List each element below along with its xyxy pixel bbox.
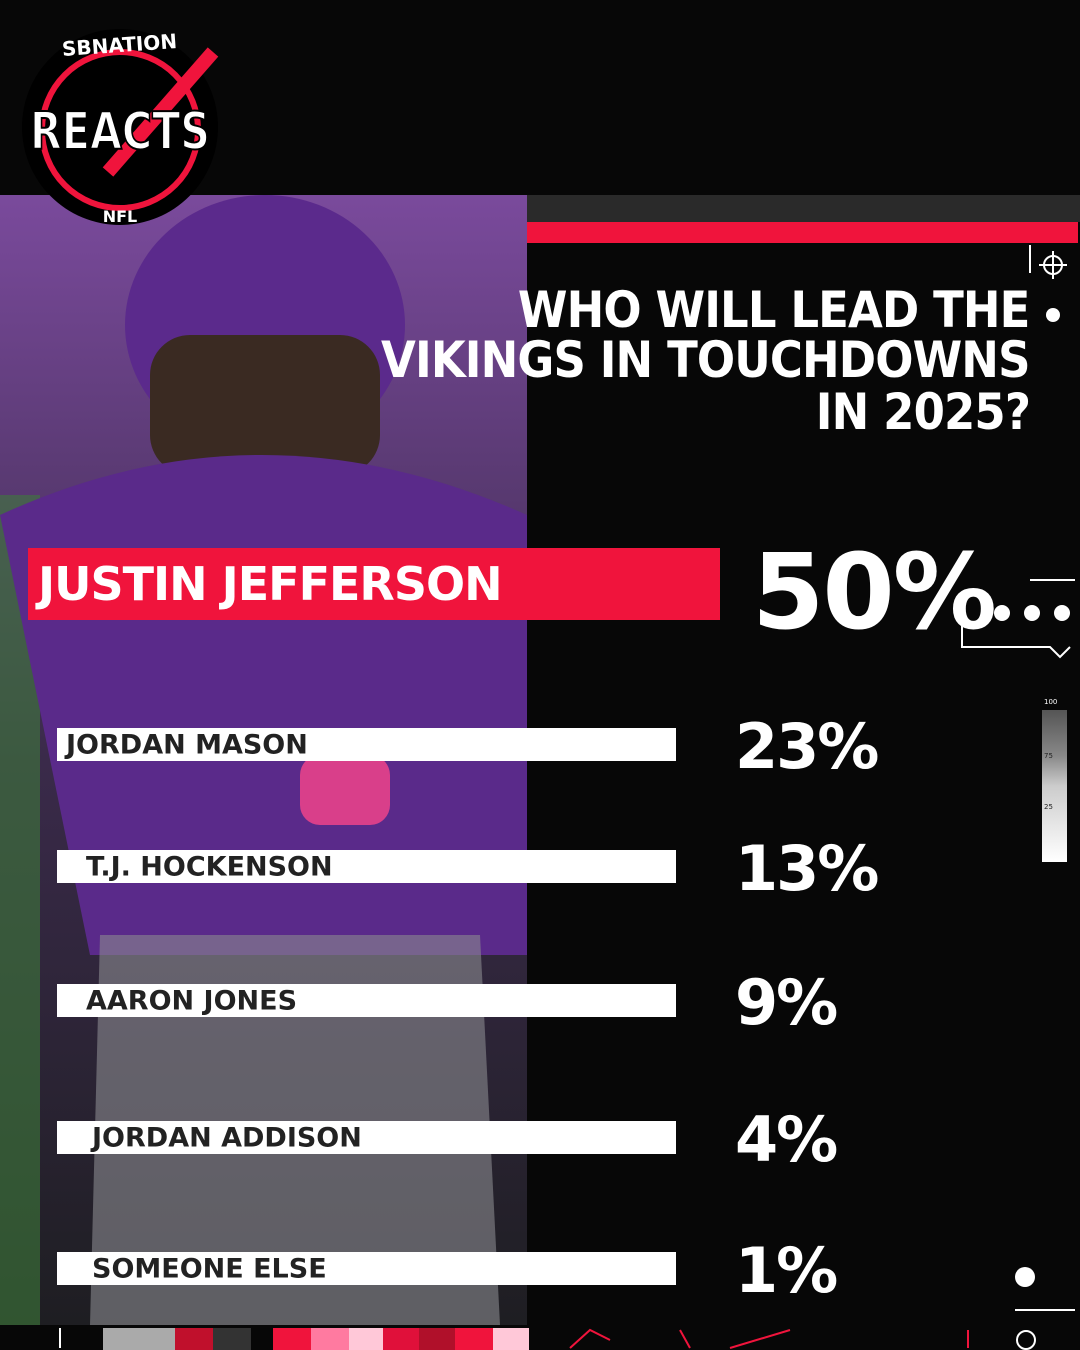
- question-line: IN 2025?: [815, 383, 1031, 441]
- red-stripe: [527, 222, 1078, 243]
- logo-league: NFL: [103, 207, 138, 226]
- decoration: [1029, 245, 1067, 322]
- result-bar: AARON JONES: [57, 984, 676, 1017]
- result-name: JUSTIN JEFFERSON: [38, 557, 503, 611]
- result-name: SOMEONE ELSE: [92, 1253, 327, 1284]
- question-line: VIKINGS IN TOUCHDOWNS: [381, 331, 1030, 389]
- stripe: [527, 195, 1080, 222]
- result-name: JORDAN MASON: [66, 729, 308, 760]
- scale-label: 100: [1044, 698, 1058, 706]
- scale-label: 25: [1044, 803, 1053, 811]
- logo-name: REACTS: [30, 102, 210, 162]
- result-percent: 50%: [752, 531, 997, 653]
- scale-bar: 100 75 25: [1042, 698, 1067, 862]
- result-percent: 9%: [735, 966, 838, 1039]
- result-name: AARON JONES: [86, 985, 298, 1016]
- result-name: T.J. HOCKENSON: [86, 851, 333, 882]
- result-name: JORDAN ADDISON: [92, 1122, 362, 1153]
- result-bar: SOMEONE ELSE: [57, 1252, 676, 1285]
- decoration: [961, 579, 1075, 659]
- result-percent: 13%: [735, 832, 879, 905]
- question-line: WHO WILL LEAD THE: [518, 281, 1031, 339]
- logo: SBNATION REACTS NFL: [22, 29, 219, 226]
- result-bar: JORDAN MASON: [57, 728, 676, 761]
- decoration: [1015, 1267, 1075, 1350]
- scale-label: 75: [1044, 752, 1053, 760]
- result-bar: T.J. HOCKENSON: [57, 850, 676, 883]
- result-percent: 23%: [735, 710, 879, 783]
- result-bar: JORDAN ADDISON: [57, 1121, 676, 1154]
- result-percent: 1%: [735, 1234, 838, 1307]
- result-percent: 4%: [735, 1103, 838, 1176]
- result-bar: JUSTIN JEFFERSON: [28, 548, 720, 620]
- bottom-strip: [59, 1328, 969, 1350]
